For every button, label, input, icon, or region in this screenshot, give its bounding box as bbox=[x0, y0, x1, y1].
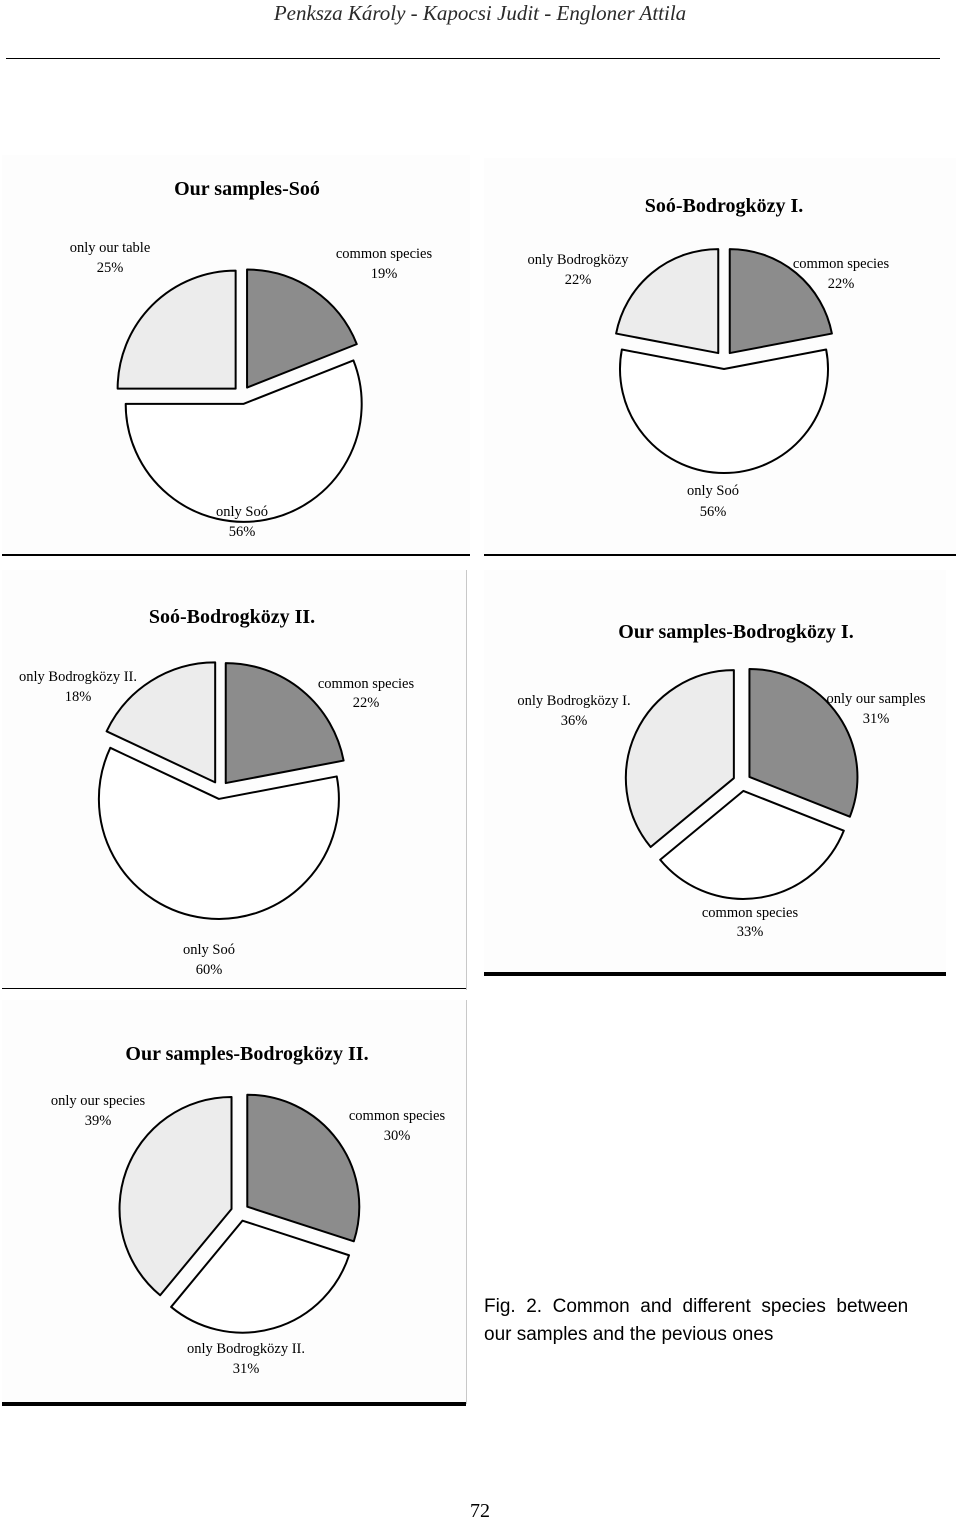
slice-percent: 19% bbox=[371, 266, 398, 282]
pie-slice bbox=[246, 268, 358, 389]
slice-label: only Bodrogközy II. bbox=[19, 669, 137, 685]
slice-label: common species bbox=[702, 905, 799, 921]
chart-panel-our-samples-bodrogkozy-2: Our samples-Bodrogközy II. only our spec… bbox=[2, 1000, 466, 1402]
slice-percent: 36% bbox=[561, 713, 588, 729]
pie-slice bbox=[224, 662, 345, 785]
pie-chart-svg: Our samples-Bodrogközy I. only Bodrogköz… bbox=[517, 621, 925, 940]
slice-label: only Soó bbox=[183, 942, 235, 958]
slice-percent: 56% bbox=[700, 504, 727, 520]
pie-chart-svg: Our samples-Soó only our table 25% commo… bbox=[70, 178, 433, 540]
panel-rule bbox=[2, 1402, 466, 1406]
slice-label: common species bbox=[349, 1108, 446, 1124]
chart-title: Our samples-Bodrogközy I. bbox=[618, 621, 853, 643]
slice-label: only Bodrogközy I. bbox=[517, 693, 630, 709]
pie-slice bbox=[97, 746, 340, 920]
slice-percent: 22% bbox=[353, 695, 380, 711]
pie-chart-svg: Soó-Bodrogközy II. only Bodrogközy II. 1… bbox=[19, 606, 415, 978]
running-header: Penksza Károly - Kapocsi Judit - Englone… bbox=[273, 1, 687, 25]
pie-slice bbox=[659, 789, 845, 900]
slice-percent: 22% bbox=[828, 276, 855, 292]
chart-title: Our samples-Bodrogközy II. bbox=[125, 1043, 368, 1065]
slice-label: only our table bbox=[70, 240, 151, 256]
panel-divider bbox=[466, 570, 467, 990]
slice-label: only Soó bbox=[687, 483, 739, 499]
slice-label: only Bodrogközy bbox=[527, 252, 629, 268]
chart-panel-our-samples-bodrogkozy-1: Our samples-Bodrogközy I. only Bodrogköz… bbox=[484, 570, 946, 972]
pie-slice bbox=[124, 359, 363, 523]
chart-title: Our samples-Soó bbox=[174, 178, 320, 200]
header-rule bbox=[6, 58, 940, 59]
pie-slice bbox=[116, 269, 237, 390]
panel-rule bbox=[484, 972, 946, 976]
figure-caption: Fig. 2. Common and different species bet… bbox=[484, 1293, 948, 1349]
slice-label: only our species bbox=[51, 1093, 146, 1109]
pie-slice bbox=[748, 667, 859, 818]
pie-slice bbox=[624, 669, 735, 849]
slice-label: only Soó bbox=[216, 504, 268, 520]
slice-label: common species bbox=[336, 246, 433, 262]
slice-percent: 31% bbox=[863, 711, 890, 727]
page-number: 72 bbox=[470, 1500, 490, 1522]
slice-percent: 31% bbox=[233, 1361, 260, 1377]
pie-slice bbox=[170, 1219, 351, 1334]
slice-percent: 30% bbox=[384, 1128, 411, 1144]
slice-percent: 56% bbox=[229, 524, 256, 540]
caption-line: our samples and the pevious ones bbox=[484, 1324, 774, 1345]
chart-panel-soo-bodrogkozy-1: Soó-Bodrogközy I. only Bodrogközy 22% co… bbox=[484, 158, 956, 554]
chart-title: Soó-Bodrogközy I. bbox=[645, 195, 804, 217]
slice-percent: 39% bbox=[85, 1113, 112, 1129]
slice-percent: 25% bbox=[97, 260, 124, 276]
slice-label: common species bbox=[793, 256, 890, 272]
pie-slice bbox=[118, 1095, 233, 1297]
pie-chart-svg: Our samples-Bodrogközy II. only our spec… bbox=[51, 1043, 446, 1377]
panel-divider bbox=[466, 1000, 467, 1404]
caption-line: Fig. 2. Common and different species bet… bbox=[484, 1296, 909, 1317]
chart-panel-soo-bodrogkozy-2: Soó-Bodrogközy II. only Bodrogközy II. 1… bbox=[2, 570, 466, 988]
pie-slice bbox=[619, 348, 829, 474]
pie-slice bbox=[246, 1093, 361, 1243]
slice-percent: 22% bbox=[565, 272, 592, 288]
panel-rule bbox=[2, 988, 466, 989]
pie-chart-svg: Soó-Bodrogközy I. only Bodrogközy 22% co… bbox=[527, 195, 890, 520]
slice-percent: 33% bbox=[737, 924, 764, 940]
slice-percent: 60% bbox=[196, 962, 223, 978]
slice-label: only our samples bbox=[826, 691, 925, 707]
pie-slice bbox=[105, 661, 217, 784]
panel-rule bbox=[484, 554, 956, 556]
chart-panel-our-samples-soo: Our samples-Soó only our table 25% commo… bbox=[2, 155, 470, 555]
slice-percent: 18% bbox=[65, 689, 92, 705]
pie-slice bbox=[615, 248, 720, 355]
slice-label: common species bbox=[318, 676, 415, 692]
chart-title: Soó-Bodrogközy II. bbox=[149, 606, 315, 628]
pie-slice bbox=[728, 248, 833, 355]
panel-rule bbox=[2, 554, 470, 556]
slice-label: only Bodrogközy II. bbox=[187, 1341, 305, 1357]
